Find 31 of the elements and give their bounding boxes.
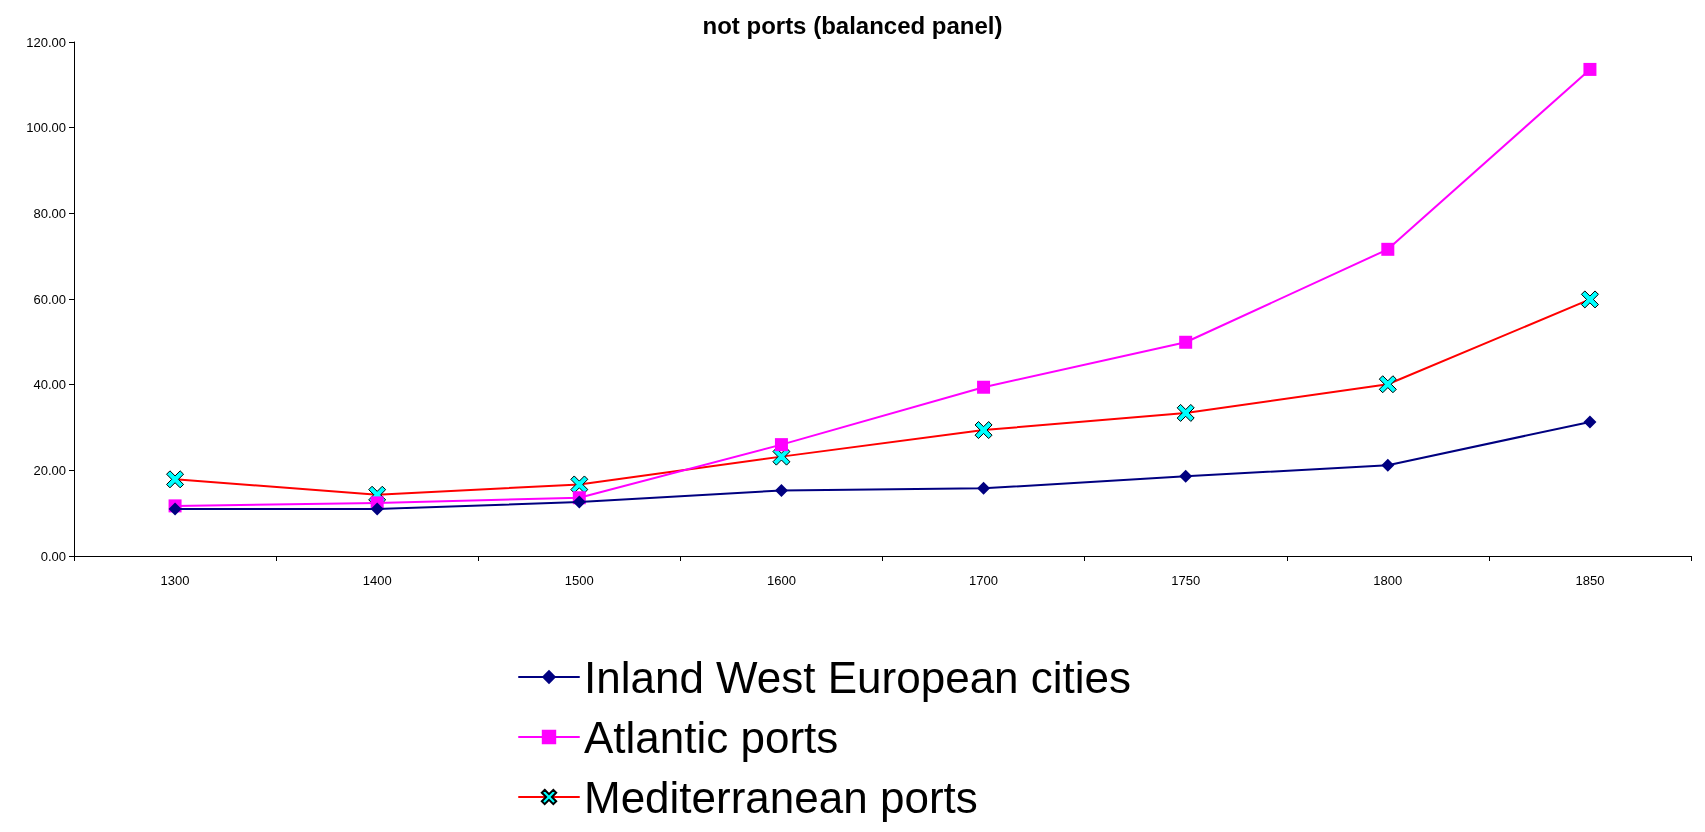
x-tick-label: 1400	[362, 573, 392, 588]
y-tick-label: 0.00	[40, 548, 66, 564]
legend-label: Mediterranean ports	[584, 772, 978, 822]
y-tick-label: 60.00	[33, 291, 66, 307]
x-tick-label: 1700	[969, 573, 999, 588]
y-tick-label: 20.00	[33, 462, 66, 478]
point	[977, 481, 991, 495]
point	[572, 495, 586, 509]
point	[1583, 62, 1597, 76]
x-tick-label: 1850	[1575, 573, 1605, 588]
point	[370, 502, 384, 516]
point	[1179, 335, 1193, 349]
legend-label: Atlantic ports	[584, 712, 839, 762]
point	[1179, 469, 1193, 483]
y-tick-label: 80.00	[33, 205, 66, 221]
x-tick-label: 1500	[564, 573, 594, 588]
chart-title: not ports (balanced panel)	[702, 11, 1003, 39]
point	[774, 483, 788, 497]
point	[1583, 415, 1597, 429]
x-tick-label: 1600	[766, 573, 796, 588]
point	[977, 380, 991, 394]
y-tick-label: 40.00	[33, 377, 66, 393]
point	[1381, 242, 1395, 256]
point	[774, 438, 788, 452]
x-tick-label: 1750	[1171, 573, 1201, 588]
legend-label: Inland West European cities	[584, 652, 1132, 702]
y-tick-label: 120.00	[26, 34, 66, 50]
y-tick-label: 100.00	[26, 120, 66, 136]
point	[1381, 458, 1395, 472]
x-tick-label: 1300	[160, 573, 190, 588]
x-tick-label: 1800	[1373, 573, 1403, 588]
